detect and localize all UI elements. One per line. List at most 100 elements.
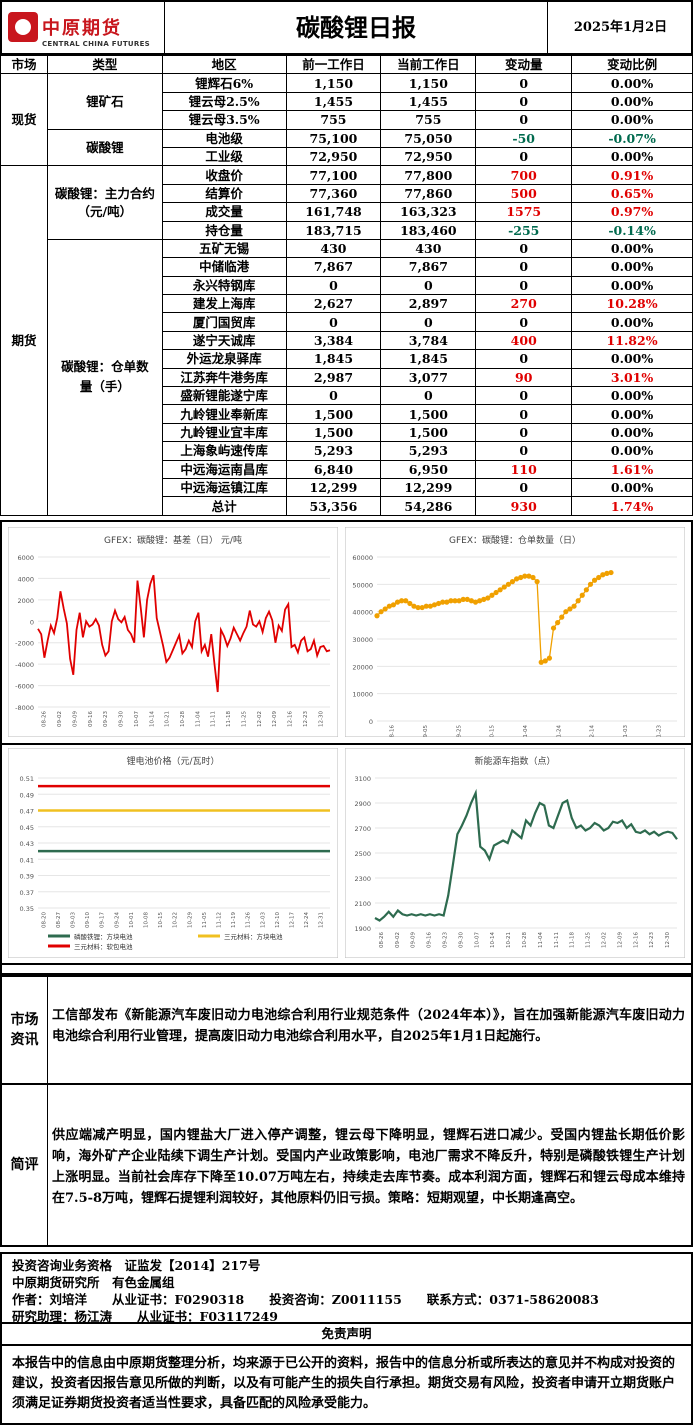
- table-row: 碳酸锂 电池级 75,100 75,050 -50 -0.07%: [1, 128, 693, 167]
- data-point: [509, 579, 516, 585]
- logo-text-en: CENTRAL CHINA FUTURES: [42, 40, 151, 48]
- data-point: [604, 570, 610, 576]
- x-tick-label: 09-02: [395, 932, 401, 948]
- y-tick-label: 10000: [352, 691, 373, 699]
- logo-text-cn: 中原期货: [42, 18, 122, 39]
- data-point: [583, 587, 589, 593]
- disclaimer-title: 免责声明: [0, 1324, 693, 1346]
- x-tick-label: 09-23: [103, 711, 109, 727]
- y-tick-label: 0: [369, 718, 373, 726]
- row-prev: 53,356: [285, 496, 382, 516]
- row-chg: 0: [475, 275, 573, 296]
- x-tick-label: 12-23: [303, 711, 309, 727]
- row-prev: 430: [285, 238, 382, 259]
- row-cur: 163,323: [380, 202, 477, 222]
- table-row: 中远海运南昌库 6,840 6,950 110 1.61%: [1, 459, 693, 479]
- y-tick-label: 6000: [17, 554, 34, 562]
- data-point: [407, 600, 413, 607]
- y-tick-label: 2900: [354, 800, 371, 808]
- x-tick-label: 12-24: [304, 912, 310, 928]
- row-name: 建发上海库: [161, 294, 287, 314]
- row-name: 锂云母3.5%: [161, 110, 287, 130]
- x-tick-label: 09-24: [114, 912, 120, 928]
- row-cur: 755: [380, 110, 477, 130]
- x-tick-label: 08-20: [41, 912, 47, 928]
- data-point: [386, 603, 392, 609]
- x-tick-label: 09-05: [423, 725, 429, 737]
- data-point: [608, 569, 614, 576]
- row-chg: 110: [475, 459, 573, 479]
- market-futures: 期货: [0, 165, 48, 516]
- y-tick-label: 1900: [354, 925, 371, 933]
- row-prev: 12,299: [285, 477, 382, 498]
- data-point: [489, 592, 495, 598]
- table-row: 锂云母2.5% 1,455 1,455 0 0.00%: [1, 91, 693, 112]
- table-row: 碳酸锂：仓单数量（手） 五矿无锡 430 430 0 0.00%: [1, 238, 693, 516]
- data-point: [423, 603, 429, 609]
- row-pct: 0.00%: [571, 386, 693, 406]
- type-carbonate: 碳酸锂: [46, 128, 163, 167]
- data-point: [415, 604, 421, 611]
- legend-label: 三元材料：软包电池: [74, 942, 133, 951]
- x-tick-label: 09-30: [119, 711, 125, 727]
- row-prev: 0: [285, 312, 382, 332]
- y-tick-label: 2100: [354, 900, 371, 908]
- row-cur: 0: [380, 275, 477, 296]
- data-point: [374, 613, 380, 619]
- y-tick-label: 2000: [17, 597, 34, 605]
- x-tick-label: 10-22: [173, 912, 179, 928]
- x-tick-label: 09-03: [71, 912, 77, 928]
- row-prev: 72,950: [285, 146, 382, 167]
- row-prev: 2,987: [285, 367, 382, 388]
- y-tick-label: 0.39: [20, 873, 34, 881]
- row-chg: -50: [475, 128, 573, 148]
- price-table: 市场 类型 地区 前一工作日 当前工作日 变动量 变动比例 现货 锂矿石 锂辉石6%…: [0, 54, 693, 516]
- row-cur: 75,050: [380, 128, 477, 148]
- author-line: 作者：刘培洋 从业证书：F0290318 投资咨询：Z0011155 联系方式：…: [12, 1292, 599, 1307]
- x-tick-label: 11-04: [523, 725, 529, 737]
- row-prev: 2,627: [285, 294, 382, 314]
- x-tick-label: 09-16: [88, 711, 94, 727]
- col-cur: 当前工作日: [380, 54, 477, 75]
- table-row: 遂宁天诚库 3,384 3,784 400 11.82%: [1, 330, 693, 351]
- row-chg: 0: [475, 349, 573, 369]
- table-row: 中储临港 7,867 7,867 0 0.00%: [1, 257, 693, 277]
- x-tick-label: 09-25: [456, 725, 462, 737]
- data-point: [382, 606, 388, 612]
- row-prev: 1,500: [285, 404, 382, 424]
- y-tick-label: 30000: [352, 636, 373, 644]
- row-cur: 1,455: [380, 91, 477, 112]
- row-name: 中远海运南昌库: [161, 459, 287, 479]
- x-tick-label: 11-04: [538, 932, 544, 948]
- type-main-contract: 碳酸锂：主力合约（元/吨）: [46, 165, 163, 240]
- row-pct: 0.65%: [571, 183, 693, 204]
- row-pct: 0.00%: [571, 441, 693, 461]
- table-row: 永兴特钢库 0 0 0 0.00%: [1, 275, 693, 296]
- table-row: 总计 53,356 54,286 930 1.74%: [1, 496, 693, 516]
- row-pct: 0.00%: [571, 257, 693, 277]
- row-name: 成交量: [161, 202, 287, 222]
- data-point: [591, 577, 598, 583]
- market-news-section: 市场资讯 工信部发布《新能源汽车废旧动力电池综合利用行业规范条件（2024年本）…: [0, 975, 693, 1085]
- assistant-line: 研究助理：杨江涛 从业证书：F03117249: [12, 1309, 278, 1324]
- x-tick-label: 10-29: [187, 912, 193, 928]
- x-tick-label: 09-16: [427, 932, 433, 948]
- author-info: 投资咨询业务资格 证监发【2014】217号 中原期货研究所 有色金属组 作者：…: [0, 1252, 693, 1324]
- battery-price-chart: 锂电池价格（元/瓦时） 0.51 0.49 0.47 0.45 0.43 0.41 0.39 0…: [8, 748, 338, 958]
- data-point: [390, 602, 397, 608]
- row-pct: 0.00%: [571, 238, 693, 259]
- row-prev: 5,293: [285, 441, 382, 461]
- row-chg: 400: [475, 330, 573, 351]
- x-tick-label: 09-02: [57, 711, 63, 727]
- row-chg: 500: [475, 183, 573, 204]
- data-point: [563, 609, 569, 615]
- data-point: [481, 596, 487, 602]
- x-tick-label: 12-14: [590, 725, 596, 737]
- spacer: [0, 965, 693, 975]
- row-name: 结算价: [161, 183, 287, 204]
- row-prev: 77,100: [285, 165, 382, 185]
- table-row: 外运龙泉驿库 1,845 1,845 0 0.00%: [1, 349, 693, 369]
- data-point: [505, 581, 511, 587]
- x-tick-label: 11-12: [217, 912, 223, 928]
- data-point: [419, 604, 425, 611]
